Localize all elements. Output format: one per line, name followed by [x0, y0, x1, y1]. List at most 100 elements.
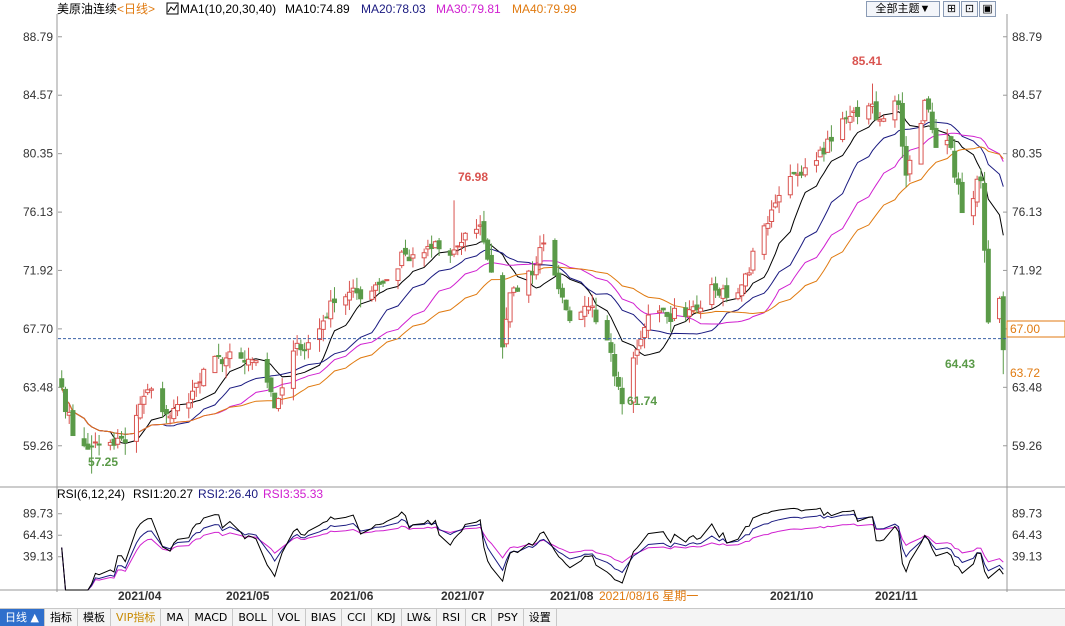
candle-body: [160, 388, 166, 413]
tab-vip-indicator[interactable]: VIP指标: [111, 609, 162, 626]
candle-body: [855, 106, 861, 117]
price-tick-left: 63.48: [23, 380, 53, 394]
candle-body: [145, 389, 151, 394]
price-tick-left: 71.92: [23, 263, 53, 277]
candle-body: [593, 309, 599, 323]
candle-body: [761, 225, 767, 255]
candle-body: [175, 404, 181, 412]
candle-body: [881, 118, 887, 122]
tab-macd[interactable]: MACD: [189, 609, 234, 626]
instrument-name: 美原油连续: [57, 1, 117, 16]
candle-body: [952, 150, 958, 178]
candle-body: [608, 342, 614, 353]
candle-body: [320, 320, 326, 330]
candle-body: [89, 445, 95, 448]
candle-body: [978, 176, 984, 182]
period-label: <日线>: [117, 2, 155, 16]
annotation-high-october: 85.41: [852, 54, 882, 68]
legend-rsi3: RSI3:35.33: [263, 487, 323, 501]
candle-body: [133, 414, 139, 442]
candle-body: [473, 228, 479, 234]
ma-chart-icon: [166, 2, 179, 15]
grid-icon[interactable]: ⊞: [943, 1, 960, 17]
expand-icon[interactable]: ⊡: [961, 1, 978, 17]
candle-body: [193, 382, 199, 388]
candle-body: [115, 437, 121, 445]
rsi-tick-right: 89.73: [1012, 507, 1042, 521]
tab-template[interactable]: 模板: [78, 609, 111, 626]
tab-bias[interactable]: BIAS: [306, 609, 343, 626]
candle-body: [533, 264, 539, 276]
candlesticks[interactable]: [59, 83, 1006, 474]
candle-body: [929, 111, 935, 130]
export-icon[interactable]: ▣: [979, 1, 996, 17]
chart-canvas[interactable]: 88.79 84.57 80.35 76.13 71.92 67.70 63.48 59.26…: [0, 0, 1065, 608]
tab-kdj[interactable]: KDJ: [372, 609, 402, 626]
candle-body: [866, 105, 872, 120]
legend-ma30: MA30:79.81: [436, 2, 501, 16]
rsi3-line: [61, 523, 1004, 591]
tab-vol[interactable]: VOL: [273, 609, 306, 626]
tab-indicator[interactable]: 指标: [45, 609, 78, 626]
candle-body: [541, 242, 547, 245]
candle-body: [604, 320, 610, 341]
candle-body: [840, 118, 846, 141]
candle-body: [70, 410, 76, 437]
candle-body: [515, 287, 521, 292]
price-tick-right: 84.57: [1012, 88, 1042, 102]
candle-body: [1000, 296, 1006, 351]
candle-body: [488, 254, 494, 273]
candle-body: [264, 359, 270, 383]
candle-body: [772, 202, 778, 208]
candle-body: [750, 250, 756, 271]
candle-body: [959, 181, 965, 214]
candle-body: [96, 443, 102, 446]
candle-body: [481, 221, 487, 243]
price-tick-right: 71.92: [1012, 263, 1042, 277]
price-tick-left: 76.13: [23, 205, 53, 219]
candle-body: [190, 390, 196, 400]
period-tab[interactable]: 日线 ▲: [0, 609, 45, 626]
candle-body: [642, 327, 648, 339]
tab-ma[interactable]: MA: [161, 609, 190, 626]
candle-body: [201, 368, 207, 387]
current-price-box: [1006, 320, 1065, 338]
candle-body: [985, 248, 991, 323]
tab-cci[interactable]: CCI: [342, 609, 372, 626]
tab-lw[interactable]: LW&: [402, 609, 438, 626]
ma-title: MA1(10,20,30,40): [180, 2, 276, 16]
tab-psy[interactable]: PSY: [492, 609, 524, 626]
candle-body: [791, 171, 797, 175]
candle-body: [346, 291, 352, 301]
candle-body: [537, 247, 543, 265]
candle-body: [657, 310, 663, 313]
candle-body: [686, 309, 692, 317]
ma40-line: [61, 146, 1004, 435]
annotation-low-april: 57.25: [88, 455, 118, 469]
candle-body: [694, 304, 700, 311]
tab-rsi[interactable]: RSI: [437, 609, 467, 626]
rsi-axis-left: 89.73 64.43 39.13: [23, 507, 53, 564]
candle-body: [660, 307, 666, 311]
ma10-line: [61, 111, 1004, 444]
candle-body: [485, 239, 491, 260]
candle-body: [122, 439, 128, 443]
date-label-jul: 2021/07: [441, 589, 485, 603]
candle-body: [552, 239, 558, 276]
rsi-axis-right: 89.73 64.43 39.13: [1012, 507, 1042, 564]
candle-body: [253, 360, 259, 364]
candle-body: [223, 357, 229, 367]
tab-boll[interactable]: BOLL: [233, 609, 273, 626]
date-cursor-label: 2021/08/16 星期一: [599, 589, 698, 603]
rsi-legend: RSI(6,12,24) RSI1:20.27 RSI2:26.40 RSI3:…: [57, 487, 323, 501]
tab-settings[interactable]: 设置: [524, 609, 557, 626]
candle-body: [81, 438, 87, 447]
tab-cr[interactable]: CR: [466, 609, 493, 626]
price-tick-left: 84.57: [23, 88, 53, 102]
candle-body: [141, 395, 147, 405]
candle-body: [373, 284, 379, 291]
theme-select-button[interactable]: 全部主题▼: [866, 1, 940, 17]
date-label-oct: 2021/10: [770, 589, 814, 603]
candle-body: [828, 136, 834, 142]
legend-rsi1: RSI1:20.27: [133, 487, 193, 501]
